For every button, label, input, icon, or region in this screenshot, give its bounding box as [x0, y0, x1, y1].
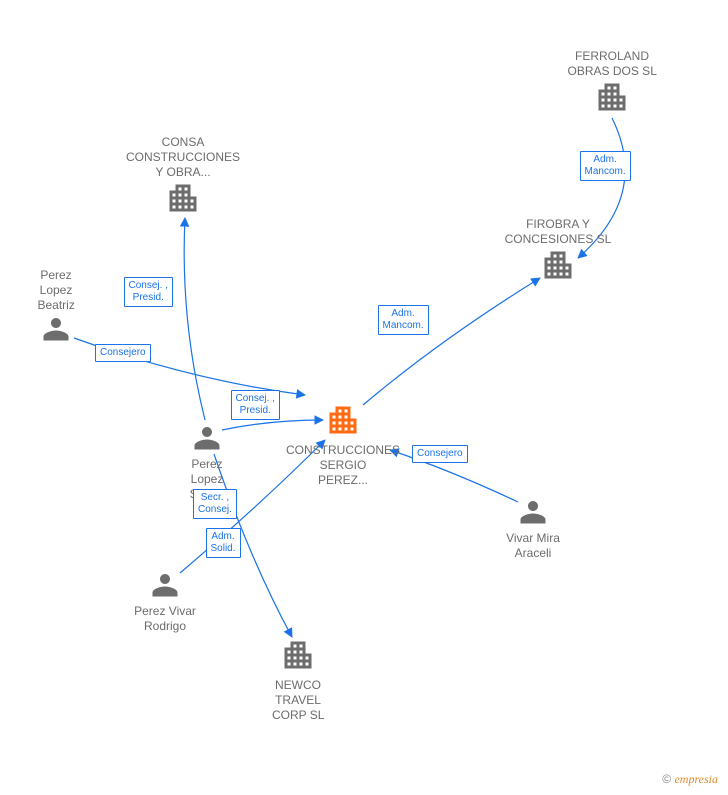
footer-brand: empresia: [674, 772, 718, 786]
edge-label: Secr. ,Consej.: [193, 489, 237, 519]
node-label: NEWCOTRAVELCORP SL: [272, 678, 324, 723]
company-icon: [165, 180, 201, 216]
edge-label: Consejero: [95, 344, 151, 362]
node-label: Vivar MiraAraceli: [506, 531, 560, 561]
edge-label: Adm.Solid.: [206, 528, 241, 558]
company-icon: [540, 247, 576, 283]
company-icon: [594, 79, 630, 115]
person-node[interactable]: Perez VivarRodrigo: [134, 569, 196, 634]
copyright-symbol: ©: [662, 772, 671, 786]
node-label: Perez VivarRodrigo: [134, 604, 196, 634]
edge: [363, 278, 540, 405]
network-diagram: FERROLANDOBRAS DOS SL CONSACONSTRUCCIONE…: [0, 0, 728, 795]
company-icon: [280, 637, 316, 673]
footer: © empresia: [662, 772, 718, 787]
person-node[interactable]: PerezLopezBeatriz: [38, 268, 75, 348]
company-node[interactable]: CONSACONSTRUCCIONESY OBRA...: [126, 135, 240, 221]
person-icon: [192, 422, 222, 452]
person-node[interactable]: Vivar MiraAraceli: [506, 496, 560, 561]
edge-label: Consej. ,Presid.: [124, 277, 173, 307]
company-node[interactable]: NEWCOTRAVELCORP SL: [272, 637, 324, 723]
node-label: CONSTRUCCIONESSERGIOPEREZ...: [286, 443, 400, 488]
edge: [184, 218, 205, 420]
company-icon: [325, 402, 361, 438]
node-label: CONSACONSTRUCCIONESY OBRA...: [126, 135, 240, 180]
company-node[interactable]: FERROLANDOBRAS DOS SL: [568, 49, 657, 120]
node-label: FERROLANDOBRAS DOS SL: [568, 49, 657, 79]
node-label: FIROBRA YCONCESIONES SL: [505, 217, 612, 247]
edge-label: Consejero: [412, 445, 468, 463]
edge-label: Adm.Mancom.: [580, 151, 631, 181]
edge-label: Adm.Mancom.: [378, 305, 429, 335]
node-label: PerezLopezBeatriz: [38, 268, 75, 313]
company-node[interactable]: CONSTRUCCIONESSERGIOPEREZ...: [286, 402, 400, 488]
company-node[interactable]: FIROBRA YCONCESIONES SL: [505, 217, 612, 288]
person-icon: [41, 313, 71, 343]
person-icon: [518, 496, 548, 526]
edge-label: Consej. ,Presid.: [231, 390, 280, 420]
person-icon: [150, 569, 180, 599]
